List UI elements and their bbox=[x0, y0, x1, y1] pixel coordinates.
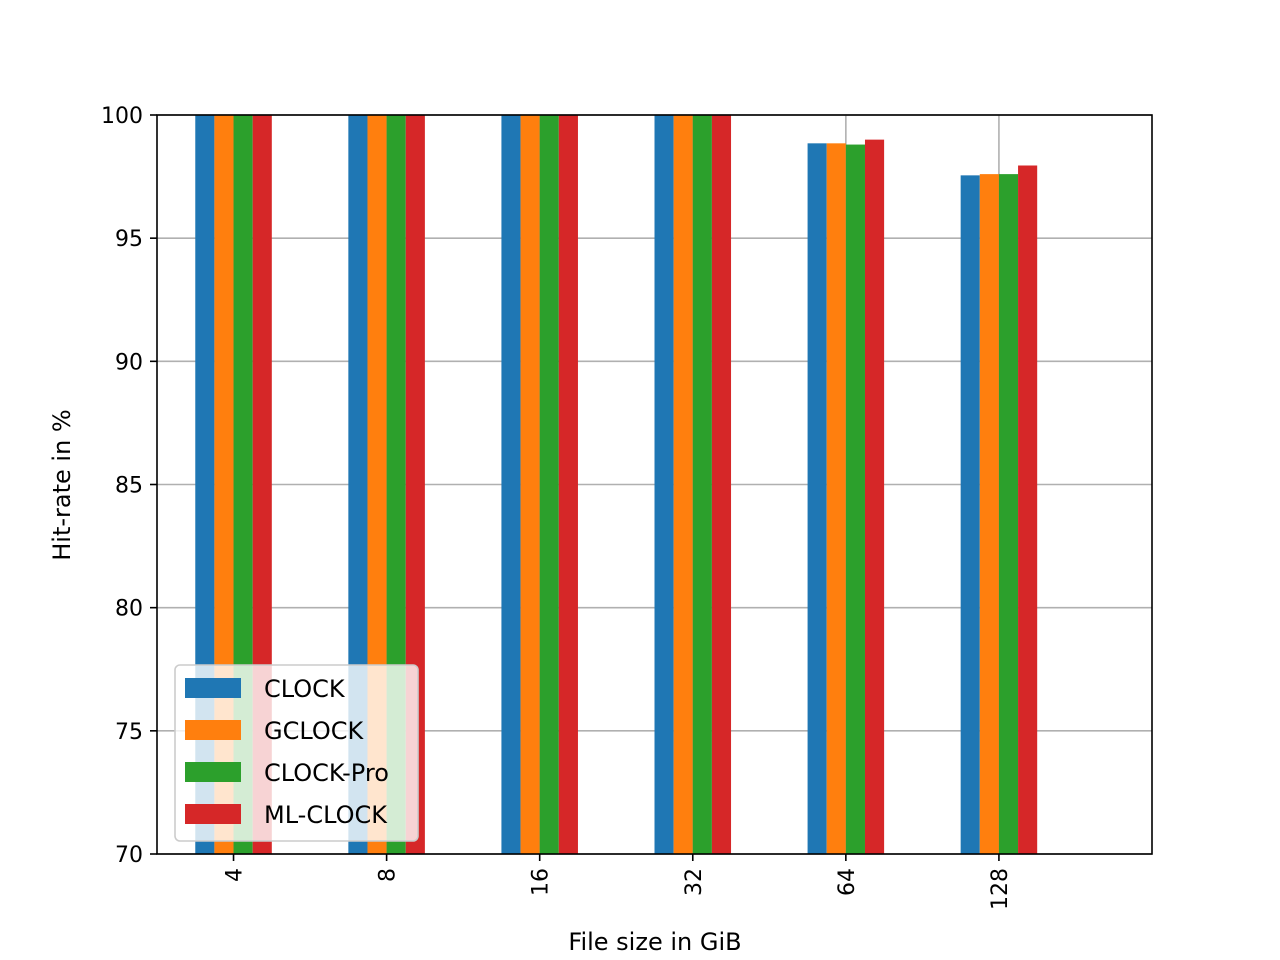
legend-swatch-clock bbox=[185, 678, 241, 698]
bar-clock-128 bbox=[960, 175, 980, 854]
bar-clock-32 bbox=[654, 115, 674, 854]
bar-gclock-16 bbox=[520, 115, 540, 854]
x-tick-label: 128 bbox=[988, 868, 1013, 910]
bar-ml-clock-64 bbox=[864, 139, 885, 855]
x-tick-label: 64 bbox=[835, 868, 860, 896]
bar-clock-pro-64 bbox=[845, 144, 865, 854]
y-tick-label: 100 bbox=[101, 104, 143, 129]
bar-clock-pro-128 bbox=[998, 174, 1019, 854]
x-tick-label: 16 bbox=[529, 868, 554, 896]
x-tick-label: 4 bbox=[223, 868, 248, 882]
legend-swatch-gclock bbox=[185, 720, 241, 740]
y-tick-label: 90 bbox=[115, 350, 143, 375]
y-tick-label: 95 bbox=[115, 227, 143, 252]
legend-swatch-ml-clock bbox=[185, 804, 241, 824]
y-tick-label: 80 bbox=[115, 597, 143, 622]
bar-ml-clock-16 bbox=[558, 115, 578, 854]
bar-ml-clock-32 bbox=[711, 115, 732, 854]
bar-clock-64 bbox=[807, 143, 827, 854]
y-tick-label: 85 bbox=[115, 474, 143, 499]
legend: CLOCK GCLOCK CLOCK-Pro ML-CLOCK bbox=[174, 664, 419, 842]
legend-swatch-clock-pro bbox=[185, 762, 241, 782]
bar-gclock-32 bbox=[673, 115, 693, 854]
y-tick-label: 75 bbox=[115, 720, 143, 745]
legend-label-clock-pro: CLOCK-Pro bbox=[264, 759, 389, 787]
bar-clock-pro-16 bbox=[539, 115, 559, 854]
bar-ml-clock-128 bbox=[1018, 165, 1038, 854]
x-axis-label: File size in GiB bbox=[568, 928, 741, 956]
x-tick-label: 32 bbox=[682, 868, 707, 896]
x-tick-label: 8 bbox=[376, 868, 401, 882]
axis-ticks: 70 75 80 85 90 95 100 4 8 16 32 64 128 bbox=[101, 104, 1013, 910]
bar-gclock-128 bbox=[979, 174, 999, 854]
y-axis-label: Hit-rate in % bbox=[48, 409, 76, 560]
legend-label-gclock: GCLOCK bbox=[264, 717, 365, 745]
legend-box bbox=[174, 664, 419, 842]
bar-gclock-64 bbox=[826, 143, 846, 854]
legend-label-ml-clock: ML-CLOCK bbox=[264, 801, 388, 829]
bar-clock-pro-32 bbox=[692, 115, 712, 854]
bar-clock-16 bbox=[501, 115, 521, 854]
y-tick-label: 70 bbox=[115, 843, 143, 868]
legend-label-clock: CLOCK bbox=[264, 675, 346, 703]
